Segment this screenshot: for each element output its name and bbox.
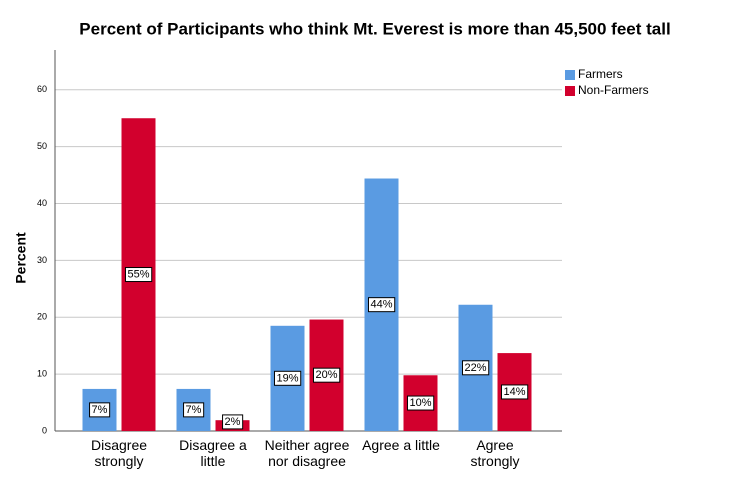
value-label: 10%: [409, 397, 431, 409]
y-tick-label: 10: [37, 369, 47, 379]
value-label-box: [312, 367, 341, 383]
x-tick-label: Neither agree nor disagree: [264, 437, 350, 469]
y-tick-label: 50: [37, 141, 47, 151]
legend-swatch: [565, 86, 575, 96]
value-label-box: [89, 402, 111, 418]
value-label-box: [500, 384, 529, 400]
x-tick-label: Agree a little: [362, 437, 440, 453]
value-label: 14%: [503, 386, 525, 398]
y-tick-label: 30: [37, 255, 47, 265]
value-label: 2%: [225, 416, 241, 428]
x-tick-label: Disagree strongly: [90, 437, 148, 469]
chart-title: Percent of Participants who think Mt. Ev…: [79, 19, 670, 38]
legend-label: Farmers: [578, 67, 623, 81]
value-label-box: [367, 297, 396, 313]
value-label: 19%: [276, 372, 298, 384]
y-tick-label: 0: [42, 425, 47, 435]
legend-label: Non-Farmers: [578, 83, 649, 97]
legend-swatch: [565, 70, 575, 80]
y-tick-label: 60: [37, 84, 47, 94]
value-label-box: [406, 395, 435, 411]
x-tick-label: Agree strongly: [470, 437, 520, 469]
value-label: 7%: [92, 404, 108, 416]
value-label-box: [273, 370, 302, 386]
x-tick-label: Disagree a little: [179, 437, 247, 469]
value-label: 7%: [186, 404, 202, 416]
value-label-box: [183, 402, 205, 418]
y-tick-label: 20: [37, 312, 47, 322]
value-label-box: [124, 267, 153, 283]
value-label-box: [461, 360, 490, 376]
value-label: 22%: [464, 362, 486, 374]
y-tick-label: 40: [37, 198, 47, 208]
y-axis-label: Percent: [13, 232, 29, 284]
value-label: 44%: [370, 299, 392, 311]
value-label: 20%: [315, 369, 337, 381]
value-label: 55%: [127, 269, 149, 281]
value-label-box: [222, 414, 244, 430]
